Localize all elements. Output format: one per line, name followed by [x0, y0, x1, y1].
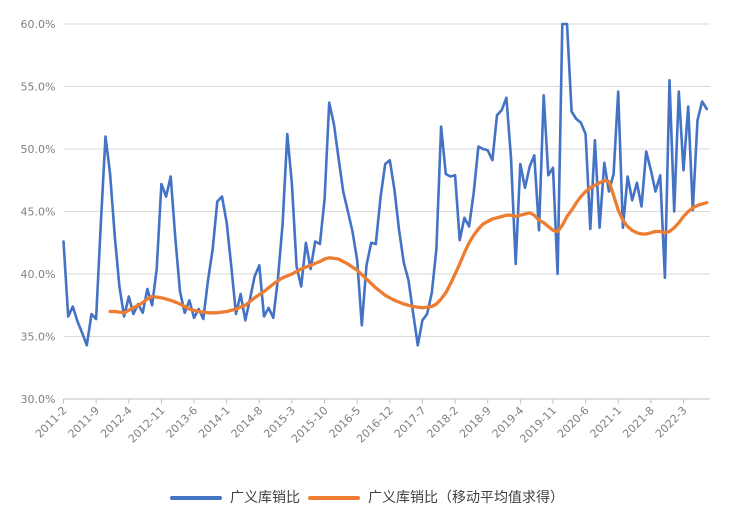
- x-axis-label: 2011-9: [66, 404, 103, 441]
- legend-line-sample-orange: [308, 496, 360, 500]
- y-axis-label: 45.0%: [21, 206, 56, 219]
- x-axis-label: 2021-8: [620, 404, 657, 441]
- chart-canvas: 60.0%55.0%50.0%45.0%40.0%35.0%30.0%2011-…: [21, 18, 710, 446]
- x-axis-label: 2013-6: [163, 404, 200, 441]
- y-axis-label: 35.0%: [21, 331, 56, 344]
- x-axis-label: 2015-10: [289, 404, 331, 446]
- legend-item-series2: 广义库销比（移动平均值求得）: [308, 491, 564, 505]
- x-axis-label: 2018-9: [457, 404, 494, 441]
- x-axis-label: 2020-6: [555, 404, 592, 441]
- x-axis-label: 2014-1: [196, 404, 233, 441]
- x-axis-label: 2016-12: [354, 404, 396, 446]
- x-axis-label: 2017-7: [392, 404, 429, 441]
- x-axis-label: 2021-1: [588, 404, 625, 441]
- x-axis-label: 2012-11: [126, 404, 168, 446]
- legend-line-sample-blue: [170, 496, 222, 500]
- legend-label-series2: 广义库销比（移动平均值求得）: [368, 490, 564, 506]
- y-axis-label: 40.0%: [21, 268, 56, 281]
- x-axis-label: 2019-11: [517, 404, 559, 446]
- x-axis-label: 2022-3: [653, 404, 690, 441]
- y-axis-label: 55.0%: [21, 81, 56, 94]
- y-axis-label: 60.0%: [21, 18, 56, 31]
- blue-series-line: [62, 22, 709, 347]
- x-axis-label: 2011-2: [33, 404, 70, 441]
- y-axis-label: 50.0%: [21, 143, 56, 156]
- x-axis-label: 2018-2: [424, 404, 461, 441]
- legend-label-series1: 广义库销比: [230, 490, 300, 506]
- x-axis-label: 2014-8: [229, 404, 266, 441]
- orange-moving-average-line: [108, 178, 709, 315]
- legend-item-series1: 广义库销比: [170, 491, 300, 505]
- chart-legend: 广义库销比 广义库销比（移动平均值求得）: [0, 486, 734, 510]
- y-axis-label: 30.0%: [21, 393, 56, 406]
